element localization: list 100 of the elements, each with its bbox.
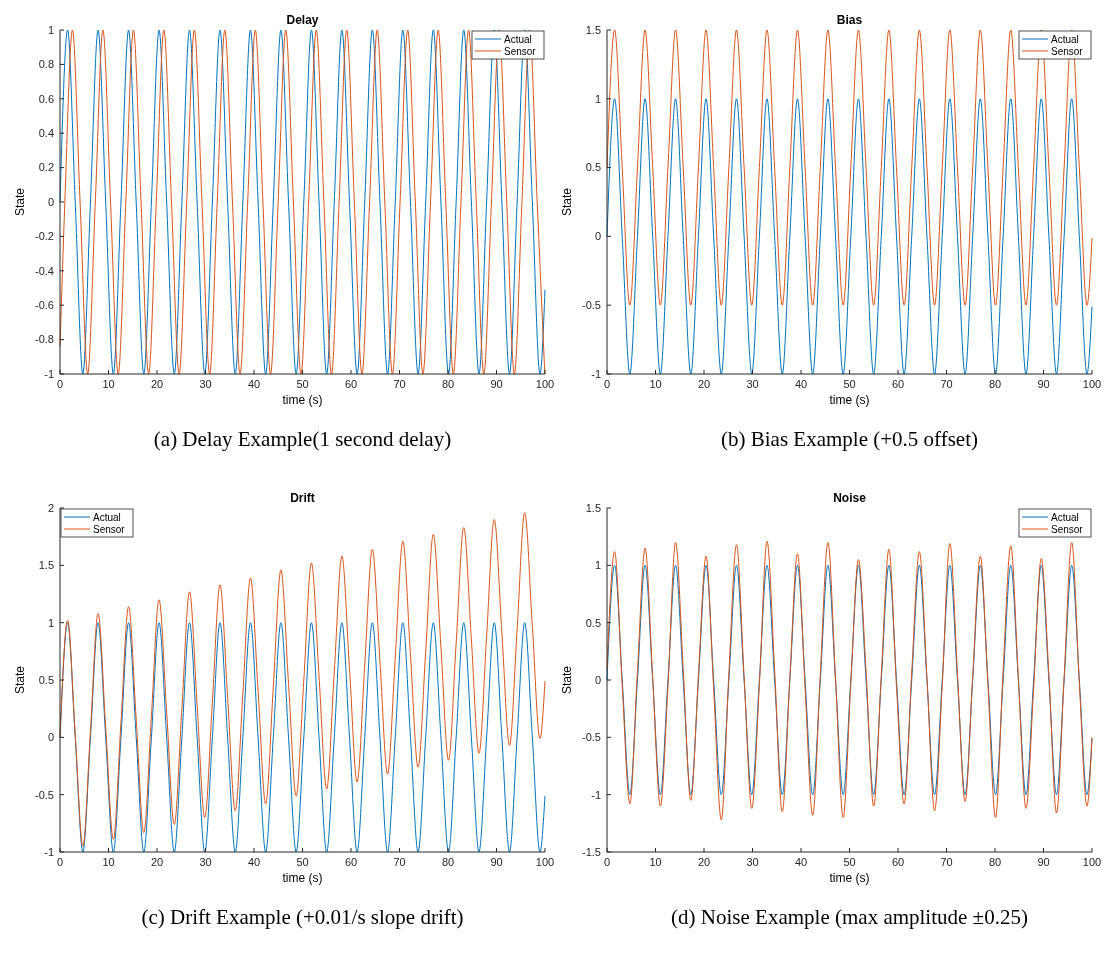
x-tick-label: 60 — [891, 378, 905, 390]
x-tick-label: 50 — [296, 378, 309, 390]
x-tick-label: 60 — [344, 856, 358, 868]
x-tick-label: 0 — [603, 856, 611, 868]
line-series — [59, 512, 546, 847]
x-tick-label: 40 — [794, 856, 808, 868]
y-tick-label: 0.6 — [38, 92, 54, 105]
x-tick-label: 70 — [940, 378, 953, 390]
x-tick-label: 100 — [535, 378, 555, 390]
y-tick-label: 1 — [47, 23, 54, 36]
x-tick-label: 50 — [843, 378, 856, 390]
x-tick-label: 90 — [490, 378, 503, 390]
x-tick-label: 30 — [746, 856, 759, 868]
y-tick-label: -0.2 — [35, 230, 54, 243]
x-tick-label: 20 — [150, 378, 164, 390]
x-tick-label: 30 — [746, 378, 759, 390]
chart-title: Noise — [833, 491, 867, 505]
text: (a) Delay Example(1 second delay) — [153, 427, 452, 451]
y-tick-label: -1 — [591, 367, 601, 380]
x-tick-label: 80 — [988, 856, 1002, 868]
y-tick-label: -0.5 — [35, 788, 54, 801]
y-tick-label: 2 — [47, 501, 54, 514]
y-tick-label: 0.8 — [38, 58, 54, 71]
x-axis-title: time (s) — [829, 393, 870, 407]
x-tick-label: 20 — [150, 856, 164, 868]
y-tick-label: 0 — [47, 195, 54, 208]
x-tick-label: 80 — [441, 378, 455, 390]
x-tick-label: 10 — [102, 856, 115, 868]
x-tick-label: 80 — [988, 378, 1002, 390]
legend-label: Actual — [1051, 511, 1079, 523]
x-tick-label: 0 — [56, 378, 64, 390]
chart-title: Drift — [290, 491, 315, 505]
y-tick-label: 1.5 — [585, 501, 601, 514]
y-tick-label: 1.5 — [585, 23, 601, 36]
x-tick-label: 70 — [940, 856, 953, 868]
x-tick-label: 30 — [199, 378, 212, 390]
y-tick-label: 0.5 — [585, 161, 601, 174]
x-tick-label: 40 — [247, 856, 261, 868]
x-axis-title: time (s) — [282, 871, 323, 885]
x-tick-label: 90 — [1037, 378, 1050, 390]
y-axis-title: State — [560, 665, 574, 695]
y-tick-label: 0.2 — [38, 161, 54, 174]
x-tick-label: 70 — [393, 856, 406, 868]
line-series — [606, 540, 1093, 821]
x-tick-label: 10 — [102, 378, 115, 390]
y-tick-label: -0.6 — [35, 299, 54, 312]
x-tick-label: 60 — [891, 856, 905, 868]
y-tick-label: -1 — [44, 367, 54, 380]
x-tick-label: 40 — [247, 378, 261, 390]
y-axis-title: State — [560, 187, 574, 217]
x-tick-label: 0 — [56, 856, 64, 868]
legend-label: Sensor — [93, 523, 126, 535]
y-tick-label: 1 — [594, 92, 601, 105]
x-tick-label: 40 — [794, 378, 808, 390]
line-series — [606, 29, 1093, 306]
y-tick-label: -1 — [44, 845, 54, 858]
x-tick-label: 100 — [535, 856, 555, 868]
y-tick-label: -0.5 — [582, 299, 601, 312]
x-tick-label: 100 — [1082, 378, 1102, 390]
y-tick-label: 0.4 — [38, 127, 54, 140]
x-tick-label: 0 — [603, 378, 611, 390]
y-tick-label: 0 — [594, 230, 601, 243]
text: (d) Noise Example (max amplitude ±0.25) — [671, 905, 1028, 929]
y-tick-label: 1 — [594, 559, 601, 572]
x-tick-label: 60 — [344, 378, 358, 390]
y-tick-label: 1.5 — [38, 559, 54, 572]
x-tick-label: 100 — [1082, 856, 1102, 868]
legend-label: Actual — [504, 33, 532, 45]
text: (c) Drift Example (+0.01/s slope drift) — [141, 905, 464, 929]
y-tick-label: -0.4 — [35, 264, 54, 277]
x-axis-title: time (s) — [282, 393, 323, 407]
x-tick-label: 10 — [649, 378, 662, 390]
legend-label: Sensor — [1051, 523, 1084, 535]
y-tick-label: -0.8 — [35, 333, 54, 346]
legend-label: Actual — [93, 511, 121, 523]
text: (b) Bias Example (+0.5 offset) — [721, 427, 978, 451]
legend-label: Actual — [1051, 33, 1079, 45]
chart-title: Bias — [836, 13, 863, 27]
x-tick-label: 80 — [441, 856, 455, 868]
y-tick-label: 0 — [594, 673, 601, 686]
y-tick-label: 0.5 — [38, 673, 54, 686]
x-tick-label: 90 — [490, 856, 503, 868]
y-tick-label: -1 — [591, 788, 601, 801]
x-tick-label: 20 — [697, 378, 711, 390]
x-tick-label: 30 — [199, 856, 212, 868]
legend-label: Sensor — [1051, 45, 1084, 57]
x-tick-label: 10 — [649, 856, 662, 868]
y-tick-label: -1.5 — [582, 845, 601, 858]
x-tick-label: 50 — [843, 856, 856, 868]
y-tick-label: 0 — [47, 731, 54, 744]
x-tick-label: 50 — [296, 856, 309, 868]
x-tick-label: 70 — [393, 378, 406, 390]
x-tick-label: 90 — [1037, 856, 1050, 868]
legend-label: Sensor — [504, 45, 537, 57]
y-tick-label: 0.5 — [585, 616, 601, 629]
y-tick-label: 1 — [47, 616, 54, 629]
y-axis-title: State — [13, 665, 27, 695]
y-axis-title: State — [13, 187, 27, 217]
x-tick-label: 20 — [697, 856, 711, 868]
y-tick-label: -0.5 — [582, 731, 601, 744]
